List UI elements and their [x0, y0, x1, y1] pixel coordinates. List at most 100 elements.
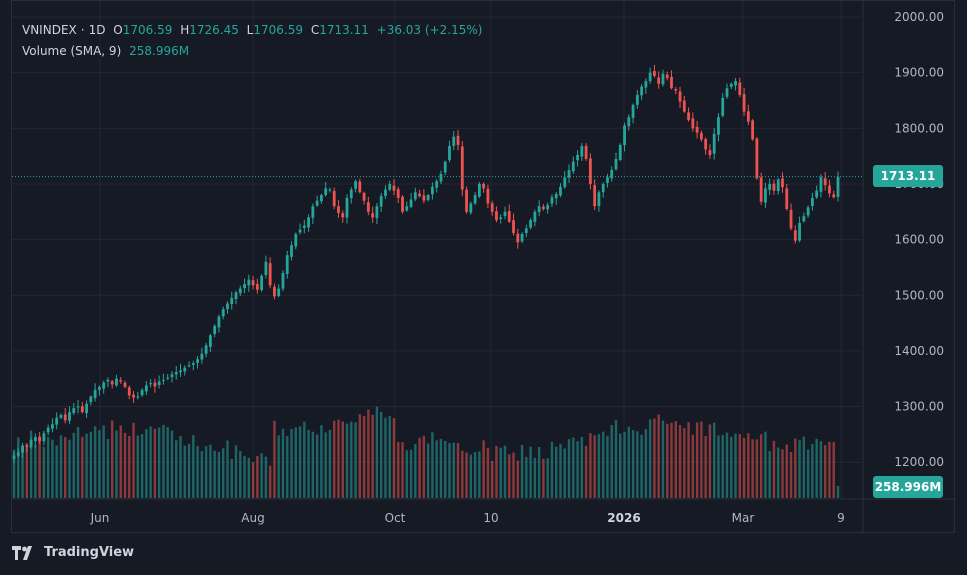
- candle-body: [435, 181, 439, 188]
- volume-bar: [644, 429, 648, 498]
- chart-frame[interactable]: 2000.001900.001800.001700.001600.001500.…: [11, 0, 956, 534]
- volume-bar: [704, 436, 707, 498]
- candle-body: [63, 414, 67, 421]
- candle-body: [815, 190, 819, 198]
- candle-body: [366, 202, 370, 212]
- candle-body: [516, 233, 520, 243]
- volume-bar: [512, 452, 515, 498]
- candle-body: [601, 183, 605, 193]
- candle-body: [183, 367, 187, 372]
- volume-bar: [495, 445, 498, 498]
- volume-bar: [38, 436, 41, 498]
- volume-bar: [520, 444, 524, 498]
- close-label: C: [310, 23, 320, 37]
- candle-body: [413, 192, 417, 200]
- volume-bar: [725, 432, 729, 498]
- candle-body: [473, 195, 477, 204]
- volume-bar: [388, 415, 391, 498]
- volume-bar: [435, 440, 438, 498]
- candle-body: [123, 382, 127, 388]
- candle-body: [717, 117, 720, 135]
- candle-body: [644, 80, 648, 88]
- candle-body: [571, 161, 575, 172]
- volume-bar: [281, 428, 285, 498]
- candle-body: [653, 71, 656, 76]
- candle-body: [273, 286, 276, 297]
- candle-body: [93, 389, 97, 398]
- candle-body: [593, 185, 597, 207]
- volume-bar: [51, 439, 54, 498]
- volume-bar: [29, 430, 33, 498]
- volume-bar: [730, 436, 733, 498]
- volume-bar: [674, 421, 677, 498]
- volume-bar: [328, 429, 332, 498]
- candle-body: [836, 176, 840, 197]
- volume-bar: [508, 454, 511, 498]
- volume-label: Volume (SMA, 9): [22, 44, 122, 58]
- x-tick-label: 2026: [607, 511, 640, 525]
- candle-body: [584, 145, 588, 159]
- candle-body: [106, 379, 110, 382]
- candle-body: [144, 385, 148, 392]
- volume-bar: [584, 445, 588, 498]
- candle-body: [661, 73, 665, 85]
- candle-body: [127, 387, 131, 396]
- candle-body: [802, 216, 806, 222]
- x-tick-label: 10: [483, 511, 498, 525]
- candle-body: [580, 146, 584, 157]
- candle-body: [793, 230, 797, 241]
- x-tick-label: Oct: [385, 511, 406, 525]
- volume-bar: [806, 449, 810, 498]
- volume-bar: [742, 438, 746, 498]
- volume-bar: [559, 444, 562, 498]
- volume-bar: [431, 432, 434, 498]
- candle-body: [550, 197, 554, 204]
- volume-bar: [187, 443, 191, 498]
- candle-body: [443, 161, 447, 173]
- volume-bar: [183, 445, 186, 498]
- volume-bar: [333, 420, 336, 498]
- candle-body: [542, 206, 545, 209]
- chart-canvas[interactable]: 2000.001900.001800.001700.001600.001500.…: [12, 1, 956, 534]
- candle-body: [234, 292, 238, 299]
- volume-bar: [828, 441, 831, 498]
- candle-body: [349, 189, 353, 199]
- candle-body: [738, 82, 742, 95]
- tradingview-brand[interactable]: TradingView: [12, 545, 134, 560]
- x-tick-label: Mar: [732, 511, 755, 525]
- volume-bar: [648, 419, 652, 498]
- candle-body: [102, 382, 106, 389]
- candle-body: [230, 298, 234, 304]
- volume-bar: [563, 448, 566, 498]
- volume-bar: [264, 456, 268, 498]
- volume-bar: [128, 435, 131, 498]
- candle-body: [721, 97, 725, 116]
- volume-bar: [243, 456, 246, 498]
- volume-bar: [192, 435, 195, 498]
- candle-body: [751, 120, 755, 140]
- candle-body: [606, 177, 609, 183]
- volume-bar: [525, 456, 528, 498]
- volume-bar: [230, 458, 233, 498]
- volume-bar: [503, 445, 507, 498]
- candle-body: [699, 132, 703, 140]
- candle-body: [588, 158, 592, 184]
- volume-bar: [712, 422, 716, 498]
- volume-bar: [422, 435, 426, 498]
- candle-body: [657, 77, 661, 84]
- volume-bar: [358, 414, 362, 498]
- candle-body: [465, 189, 468, 212]
- volume-value: 258.996M: [129, 44, 190, 58]
- volume-bar: [320, 425, 323, 498]
- candle-body: [806, 207, 810, 216]
- candle-body: [691, 118, 695, 129]
- volume-bar: [401, 442, 404, 498]
- candle-body: [618, 144, 622, 160]
- low-label: L: [246, 23, 254, 37]
- candle-body: [371, 213, 375, 218]
- volume-bar: [277, 435, 280, 498]
- volume-bar: [196, 446, 199, 498]
- volume-bar: [721, 434, 724, 498]
- candle-body: [277, 288, 281, 296]
- high-label: H: [180, 23, 190, 37]
